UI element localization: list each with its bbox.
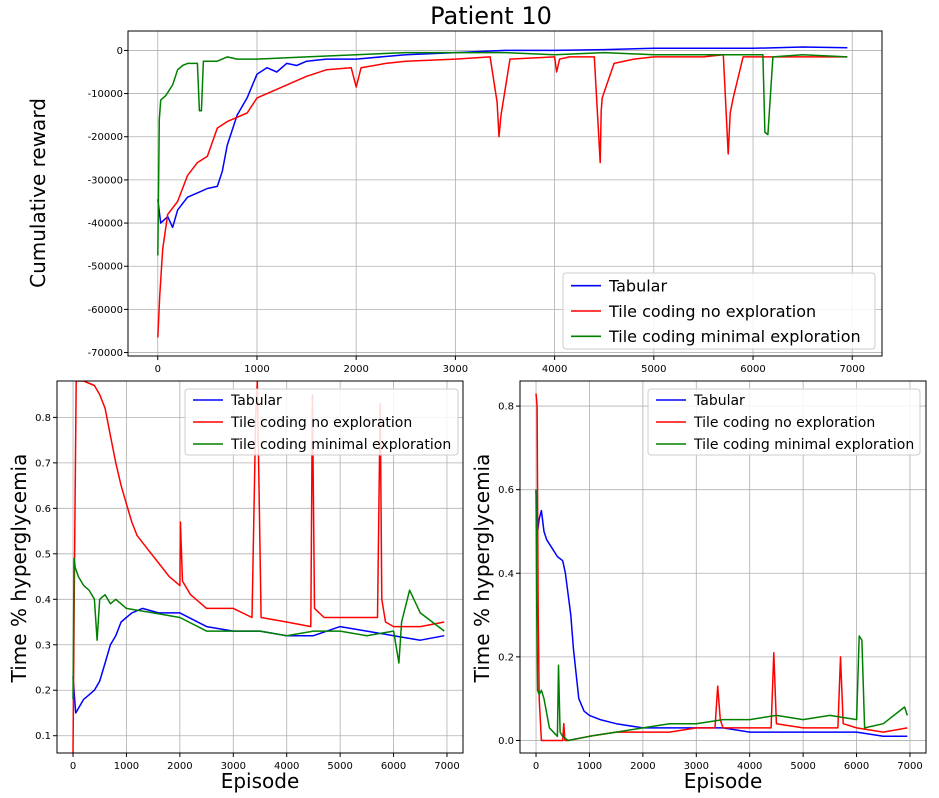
- x-axis-label: Episode: [684, 769, 763, 793]
- y-axis-label: Cumulative reward: [26, 98, 50, 288]
- x-tick-label: 0: [155, 364, 161, 375]
- legend-box: [562, 272, 876, 350]
- legend-label: Tile coding minimal exploration: [230, 437, 451, 453]
- y-tick-label: 0.0: [498, 736, 514, 747]
- x-tick-label: 0: [533, 761, 539, 772]
- y-axis-label: Time % hyperglycemia: [470, 454, 494, 684]
- series-line: [157, 46, 848, 229]
- x-tick-label: 2000: [167, 761, 192, 772]
- y-tick-label: 0.2: [498, 652, 514, 663]
- x-tick-label: 4000: [542, 364, 567, 375]
- y-tick-label: -40000: [88, 219, 123, 230]
- x-tick-label: 3000: [443, 364, 468, 375]
- y-tick-label: -30000: [88, 175, 123, 186]
- series-line: [157, 53, 848, 338]
- series-line: [72, 557, 445, 700]
- x-tick-label: 4000: [737, 761, 762, 772]
- x-tick-label: 2000: [343, 364, 368, 375]
- hyperglycemia-left-chart: Time % hyperglycemia Episode 0 1000 2000 30…: [7, 380, 464, 793]
- figure-title: Patient 10: [430, 2, 552, 30]
- legend-label: Tile coding no exploration: [230, 415, 412, 431]
- y-tick-label: 0.7: [35, 458, 51, 469]
- y-tick-label: 0.4: [498, 569, 514, 580]
- y-tick-label: 0: [117, 46, 123, 57]
- x-tick-label: 6000: [844, 761, 869, 772]
- y-tick-label: 0.8: [35, 413, 51, 424]
- x-tick-label: 6000: [381, 761, 406, 772]
- y-tick-label: -70000: [88, 348, 123, 359]
- series-line: [535, 489, 908, 738]
- y-tick-label: -10000: [88, 89, 123, 100]
- series-line: [157, 51, 848, 256]
- y-tick-label: 0.1: [35, 731, 51, 742]
- series-line: [535, 393, 908, 742]
- x-tick-label: 3000: [221, 761, 246, 772]
- series-line: [535, 489, 909, 742]
- y-tick-label: 0.6: [35, 504, 51, 515]
- cumulative-reward-chart: Cumulative reward 0 1000 2000 3000 4000 5000 6…: [26, 30, 883, 375]
- x-tick-label: 2000: [630, 761, 655, 772]
- x-tick-label: 1000: [244, 364, 269, 375]
- y-tick-label: 0.3: [35, 640, 51, 651]
- x-tick-label: 7000: [840, 364, 865, 375]
- hyperglycemia-right-chart: Time % hyperglycemia Episode 0 1000 2000 30…: [470, 380, 927, 793]
- y-tick-label: 0.4: [35, 595, 51, 606]
- legend-box: [647, 388, 921, 456]
- legend-label: Tabular: [608, 276, 667, 295]
- legend-box: [184, 388, 459, 456]
- x-tick-label: 5000: [641, 364, 666, 375]
- y-axis-label: Time % hyperglycemia: [7, 454, 31, 684]
- legend-label: Tabular: [230, 393, 282, 409]
- x-tick-label: 6000: [740, 364, 765, 375]
- series-line: [72, 381, 445, 753]
- y-tick-label: 0.6: [498, 485, 514, 496]
- x-axis-label: Episode: [221, 769, 300, 793]
- legend-label: Tabular: [693, 393, 745, 409]
- y-tick-label: -20000: [88, 132, 123, 143]
- plot-frame: [519, 380, 927, 754]
- x-tick-label: 5000: [327, 761, 352, 772]
- legend-label: Tile coding no exploration: [693, 415, 875, 431]
- x-tick-label: 5000: [790, 761, 815, 772]
- y-tick-label: 0.5: [35, 549, 51, 560]
- x-tick-label: 1000: [577, 761, 602, 772]
- plot-frame: [56, 380, 464, 754]
- legend-label: Tile coding minimal exploration: [608, 327, 861, 346]
- x-tick-label: 7000: [434, 761, 459, 772]
- y-tick-label: -50000: [88, 262, 123, 273]
- x-tick-label: 4000: [274, 761, 299, 772]
- y-tick-label: 0.2: [35, 686, 51, 697]
- x-tick-label: 3000: [684, 761, 709, 772]
- x-tick-label: 0: [70, 761, 76, 772]
- x-tick-label: 7000: [897, 761, 922, 772]
- y-tick-label: 0.8: [498, 402, 514, 413]
- legend-label: Tile coding minimal exploration: [693, 437, 914, 453]
- y-tick-label: -60000: [88, 305, 123, 316]
- x-tick-label: 1000: [114, 761, 139, 772]
- legend-label: Tile coding no exploration: [608, 302, 816, 321]
- plot-frame: [127, 30, 883, 357]
